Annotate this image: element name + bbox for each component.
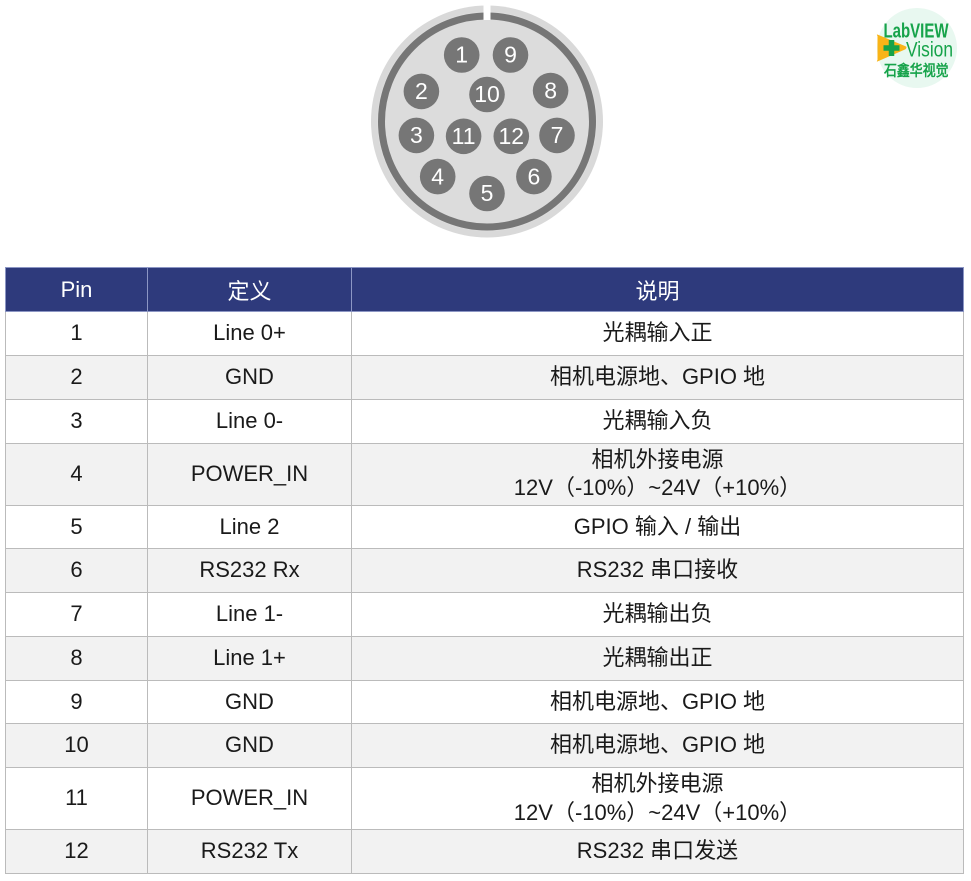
svg-text:9: 9: [504, 42, 517, 68]
svg-text:1: 1: [455, 42, 468, 68]
svg-text:石鑫华视觉: 石鑫华视觉: [883, 62, 948, 80]
svg-text:11: 11: [452, 123, 476, 149]
svg-text:2: 2: [415, 78, 428, 104]
svg-text:5: 5: [481, 180, 494, 206]
svg-text:7: 7: [551, 122, 564, 148]
svg-text:12: 12: [499, 123, 525, 149]
svg-text:6: 6: [528, 163, 541, 189]
svg-text:8: 8: [544, 77, 557, 103]
svg-text:Vision: Vision: [906, 39, 953, 62]
svg-text:10: 10: [474, 81, 500, 107]
svg-text:3: 3: [410, 122, 423, 148]
svg-text:4: 4: [431, 163, 444, 189]
